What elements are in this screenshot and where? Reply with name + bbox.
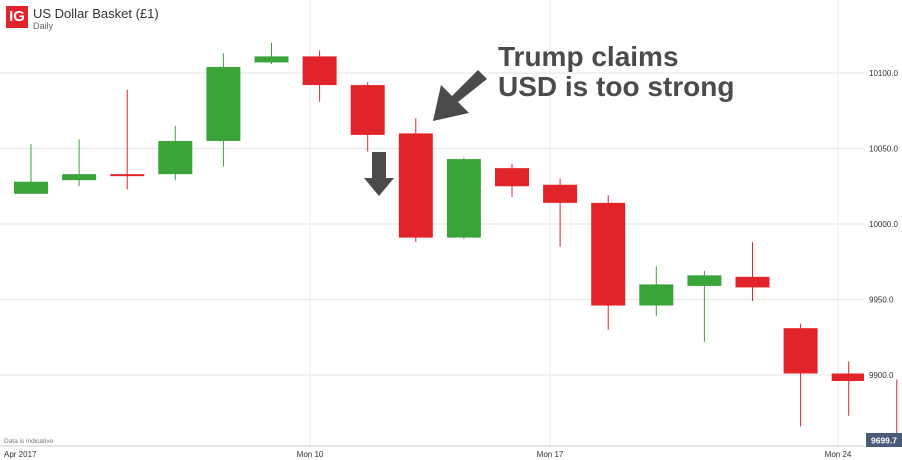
- candle-body: [446, 159, 481, 238]
- diagonal-arrow-icon: [433, 70, 487, 121]
- candle: [158, 125, 193, 181]
- y-tick-label: 9900.0: [869, 371, 894, 380]
- candle-body: [62, 174, 97, 181]
- candle-body: [783, 328, 818, 374]
- candle-body: [591, 202, 626, 306]
- candle: [254, 42, 289, 64]
- annotation-headline: Trump claims USD is too strong: [498, 42, 734, 102]
- y-axis: 10100.0 10050.0 10000.0 9950.0 9900.0: [869, 69, 898, 380]
- candle: [446, 157, 481, 240]
- candle-body: [110, 174, 145, 177]
- x-tick-label: Mon 10: [297, 450, 324, 459]
- candle: [591, 195, 626, 330]
- x-tick-label: Mon 24: [825, 450, 852, 459]
- candle-body: [495, 168, 529, 187]
- y-tick-label: 10100.0: [869, 69, 898, 78]
- candle: [302, 50, 337, 102]
- candle-body: [639, 284, 674, 306]
- candle: [831, 361, 864, 416]
- annotation-line-2: USD is too strong: [498, 71, 735, 102]
- indicative-note: Data is indicative: [4, 438, 54, 445]
- current-price-tag: 9699.7: [866, 433, 902, 447]
- price-tag-label: 9699.7: [871, 436, 897, 446]
- candle-body: [14, 181, 48, 194]
- chart-title: US Dollar Basket (£1): [33, 6, 159, 21]
- down-arrow-icon: [364, 152, 394, 196]
- candle: [110, 89, 145, 190]
- candle-body: [254, 56, 289, 63]
- candle-body: [831, 373, 864, 382]
- candle-body: [206, 66, 241, 141]
- candle: [14, 143, 48, 194]
- candle: [783, 323, 818, 427]
- y-tick-label: 9950.0: [869, 296, 894, 305]
- candle-body: [735, 276, 770, 288]
- y-tick-label: 10000.0: [869, 220, 898, 229]
- ig-logo: IG: [6, 6, 28, 28]
- candle: [687, 270, 722, 342]
- candle: [350, 82, 385, 152]
- candle-body: [158, 140, 193, 175]
- candle: [62, 139, 97, 187]
- candle: [495, 163, 529, 197]
- candle-body: [350, 85, 385, 135]
- candle: [735, 242, 770, 302]
- candles: [14, 42, 898, 446]
- y-tick-label: 10050.0: [869, 145, 898, 154]
- annotation-arrows: [364, 70, 487, 196]
- price-tag-box: [866, 433, 902, 447]
- x-tick-label: Mon 17: [537, 450, 564, 459]
- candle-body: [398, 133, 433, 238]
- candle-body: [543, 184, 578, 203]
- chart-subtitle: Daily: [33, 21, 54, 31]
- x-tick-label: Apr 2017: [4, 450, 37, 459]
- candle: [639, 266, 674, 317]
- candle-body: [687, 275, 722, 286]
- x-axis: Apr 2017 Mon 10 Mon 17 Mon 24: [0, 445, 864, 459]
- candle: [543, 178, 578, 247]
- candle: [206, 53, 241, 167]
- annotation-line-1: Trump claims: [498, 41, 679, 72]
- candle-body: [302, 56, 337, 86]
- candle: [398, 118, 433, 243]
